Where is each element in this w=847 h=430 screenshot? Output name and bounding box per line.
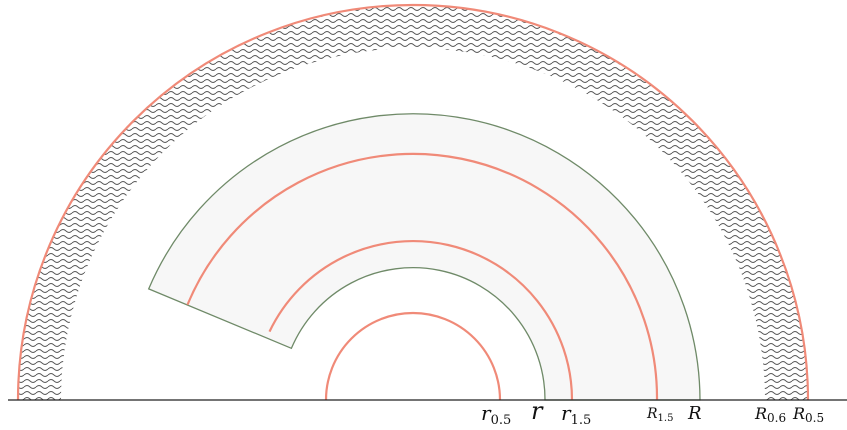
label-R-0.5: R0.5 — [792, 404, 824, 425]
label-R-1.5: R1.5 — [646, 406, 673, 424]
arc-R-1.5 — [186, 152, 659, 401]
arc-r-1.5 — [268, 239, 574, 401]
label-r-1.5: r1.5 — [561, 401, 591, 428]
shaded-partial-annulus — [147, 113, 701, 401]
label-r-0.5: r0.5 — [481, 401, 511, 428]
label-r: r — [531, 397, 544, 425]
arc-R-0.5 — [16, 3, 810, 401]
arc-r-0.5 — [324, 311, 502, 401]
label-R-0.6: R0.6 — [754, 404, 786, 425]
wavy-outer-band — [18, 5, 808, 400]
label-R: R — [687, 403, 702, 424]
